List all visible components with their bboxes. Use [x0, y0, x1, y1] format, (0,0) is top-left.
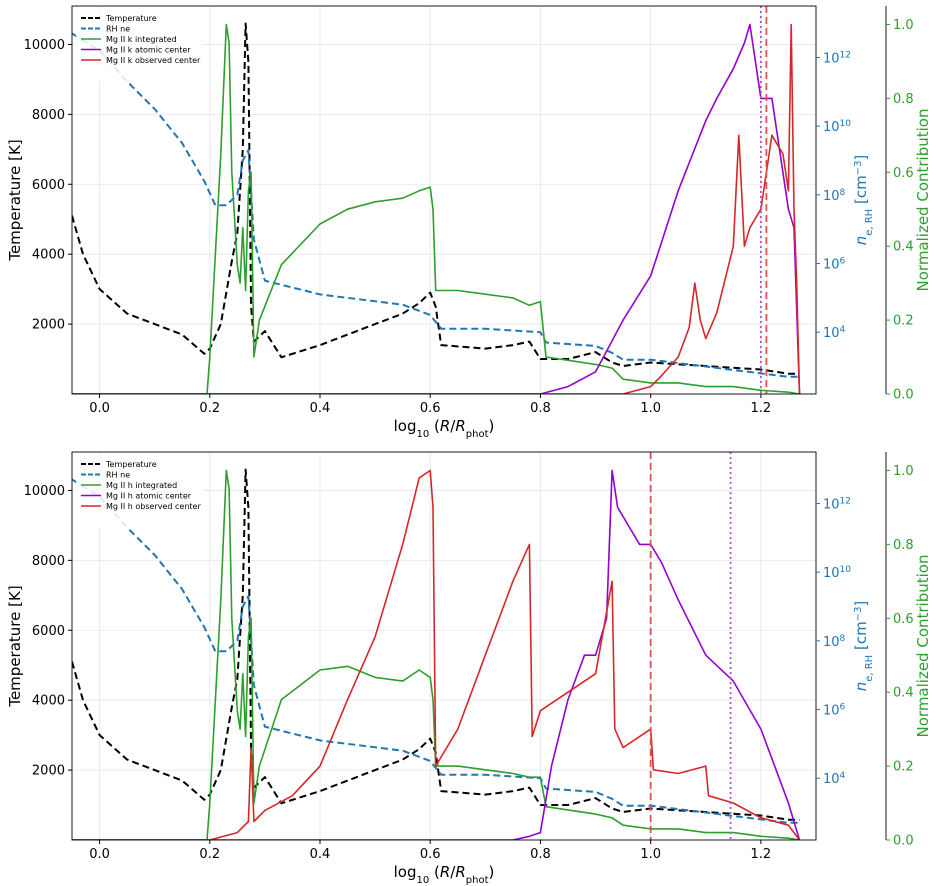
- x-tick-label: 0.2: [199, 847, 220, 862]
- ne-tick-label: 1010: [823, 565, 851, 581]
- y-tick-label: 4000: [32, 248, 65, 263]
- series-mg-ii-h-atomic-center: [72, 469, 801, 840]
- series-mg-ii-k-integrated: [72, 23, 800, 394]
- contrib-tick-label: 0.6: [893, 166, 914, 181]
- y-tick-label: 6000: [32, 178, 65, 193]
- ne-tick-label: 106: [823, 703, 846, 719]
- ne-tick-label: 108: [823, 634, 846, 650]
- x-tick-label: 0.8: [530, 847, 551, 862]
- y-tick-label: 2000: [32, 764, 65, 779]
- y-tick-label: 8000: [32, 108, 65, 123]
- contrib-tick-label: 1.0: [893, 18, 914, 33]
- x-tick-label: 1.0: [640, 401, 661, 416]
- legend-label: Mg II k observed center: [106, 56, 201, 65]
- x-tick-label: 1.2: [751, 847, 772, 862]
- series-rh-ne: [72, 32, 800, 378]
- ne-tick-label: 104: [823, 325, 846, 341]
- ne-tick-label: 1010: [823, 119, 851, 135]
- ne-axis-label: ne, RH [cm−3]: [852, 601, 875, 692]
- panel-top-k-line: 0.0 0.2 0.4 0.6 0.8 1.0 1.2 log10 (R/Rphot) 2000…: [6, 5, 932, 440]
- contrib-axis-label: Normalized Contribution: [914, 109, 932, 292]
- series-temperature: [72, 22, 800, 375]
- y-tick-label: 2000: [32, 318, 65, 333]
- y-tick-label: 8000: [32, 554, 65, 569]
- x-tick-label: 0.2: [199, 401, 220, 416]
- legend-label: Mg II h observed center: [106, 502, 201, 511]
- series-mg-ii-h-observed-center: [72, 469, 801, 840]
- ne-tick-label: 108: [823, 188, 846, 204]
- series-mg-ii-h-integrated: [72, 469, 800, 840]
- contrib-tick-label: 0.2: [893, 314, 914, 329]
- y-axis-label: Temperature [K]: [6, 585, 24, 707]
- series-mg-ii-k-atomic-center: [72, 23, 801, 394]
- y-axis-label: Temperature [K]: [6, 139, 24, 261]
- x-tick-label: 0.0: [89, 401, 110, 416]
- legend-label: Mg II k atomic center: [106, 46, 191, 55]
- plot-frame: [71, 451, 817, 841]
- legend-label: Mg II h atomic center: [106, 492, 192, 501]
- x-tick-label: 0.0: [89, 847, 110, 862]
- x-axis-label: log10 (R/Rphot): [394, 417, 495, 440]
- contrib-tick-label: 0.4: [893, 686, 914, 701]
- x-tick-label: 0.6: [420, 847, 441, 862]
- plot-frame: [71, 5, 817, 395]
- x-tick-label: 0.4: [310, 847, 331, 862]
- legend-label: Mg II k integrated: [106, 35, 177, 44]
- contrib-tick-label: 0.4: [893, 240, 914, 255]
- y-tick-label: 10000: [24, 484, 65, 499]
- legend-label: Temperature: [105, 460, 157, 469]
- ne-tick-label: 106: [823, 257, 846, 273]
- contrib-tick-label: 0.8: [893, 92, 914, 107]
- y-tick-label: 4000: [32, 694, 65, 709]
- series-rh-ne: [72, 478, 800, 824]
- legend-label: RH ne: [106, 471, 130, 480]
- ne-tick-label: 1012: [823, 51, 851, 67]
- ne-tick-label: 104: [823, 771, 846, 787]
- contrib-tick-label: 0.0: [893, 834, 914, 849]
- contrib-tick-label: 0.0: [893, 388, 914, 403]
- y-tick-label: 10000: [24, 38, 65, 53]
- contrib-tick-label: 0.2: [893, 760, 914, 775]
- contrib-axis-label: Normalized Contribution: [914, 555, 932, 738]
- plot-area: [72, 452, 801, 840]
- series-temperature: [72, 468, 800, 821]
- contrib-tick-label: 0.6: [893, 612, 914, 627]
- series-mg-ii-k-observed-center: [72, 23, 801, 394]
- x-tick-label: 1.0: [640, 847, 661, 862]
- x-tick-label: 0.4: [310, 401, 331, 416]
- legend-label: Temperature: [105, 14, 157, 23]
- plot-area: [72, 6, 801, 394]
- x-tick-label: 0.6: [420, 401, 441, 416]
- x-axis-label: log10 (R/Rphot): [394, 863, 495, 886]
- legend-label: RH ne: [106, 25, 130, 34]
- legend-label: Mg II h integrated: [106, 481, 177, 490]
- ne-axis-label: ne, RH [cm−3]: [852, 155, 875, 246]
- contrib-tick-label: 0.8: [893, 538, 914, 553]
- x-tick-label: 1.2: [751, 401, 772, 416]
- x-tick-label: 0.8: [530, 401, 551, 416]
- y-tick-label: 6000: [32, 624, 65, 639]
- contrib-tick-label: 1.0: [893, 464, 914, 479]
- panel-bottom-h-line: 0.0 0.2 0.4 0.6 0.8 1.0 1.2 log10 (R/Rphot) 2000…: [6, 451, 932, 886]
- ne-tick-label: 1012: [823, 497, 851, 513]
- legend-box: [76, 455, 204, 528]
- legend-box: [76, 9, 204, 82]
